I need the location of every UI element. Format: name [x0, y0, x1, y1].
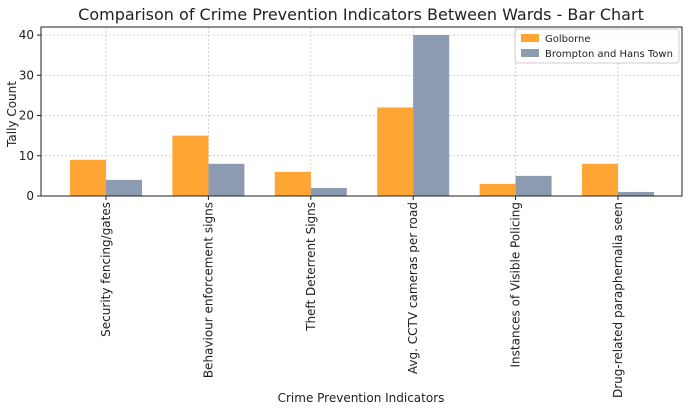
bar-brompton-hans-town-2 [310, 187, 347, 196]
legend: Golborne Brompton and Hans Town [514, 28, 680, 64]
legend-box [514, 28, 680, 64]
x-tick-label: Theft Deterrent Signs [304, 202, 318, 332]
y-axis-label: Tally Count [5, 81, 19, 148]
bar-brompton-hans-town-3 [413, 35, 450, 196]
bar-brompton-hans-town-1 [208, 163, 245, 196]
bar-golborne-3 [377, 107, 414, 196]
y-tick-label: 20 [19, 109, 34, 123]
bar-golborne-0 [70, 159, 106, 196]
axes [37, 26, 683, 200]
legend-label: Brompton and Hans Town [545, 49, 673, 60]
legend-swatch [521, 34, 539, 42]
chart-title: Comparison of Crime Prevention Indicator… [78, 5, 644, 24]
bar-golborne-2 [274, 171, 311, 196]
y-tick-labels: 0 10 20 30 40 [19, 28, 34, 203]
x-tick-label: Avg. CCTV cameras per road [406, 202, 420, 374]
legend-label: Golborne [545, 34, 591, 45]
bars [70, 35, 654, 196]
bar-golborne-1 [172, 135, 209, 196]
x-tick-label: Instances of Visible Policing [509, 202, 523, 367]
bar-brompton-hans-town-0 [106, 179, 142, 196]
plot-frame [40, 26, 683, 197]
x-tick-label: Security fencing/gates [99, 202, 113, 337]
y-tick-label: 10 [19, 149, 34, 163]
y-tick-label: 30 [19, 68, 34, 82]
legend-swatch [521, 49, 539, 57]
bar-golborne-5 [582, 163, 618, 196]
bar-golborne-4 [479, 183, 516, 196]
x-tick-label: Drug-related paraphernalia seen [611, 202, 625, 398]
bar-brompton-hans-town-4 [515, 175, 552, 196]
x-axis-label: Crime Prevention Indicators [278, 391, 445, 405]
y-tick-label: 0 [26, 189, 34, 203]
y-tick-label: 40 [19, 28, 34, 42]
bar-brompton-hans-town-5 [618, 191, 654, 196]
x-tick-labels: Security fencing/gates Behaviour enforcem… [99, 202, 625, 398]
x-tick-label: Behaviour enforcement signs [201, 202, 215, 378]
